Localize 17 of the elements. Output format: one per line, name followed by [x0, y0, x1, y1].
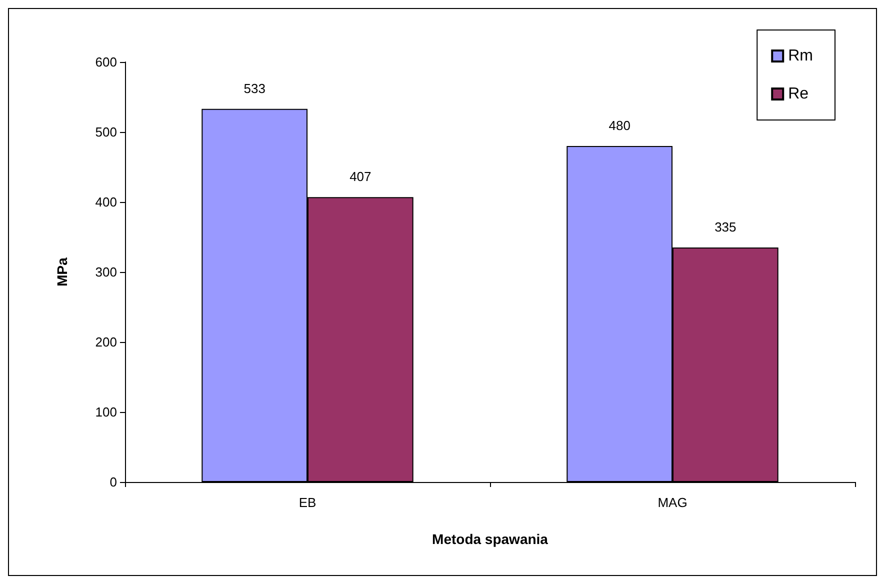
y-tick-label: 300 [95, 264, 117, 280]
x-tick-label: MAG [658, 495, 688, 510]
y-tick-label: 500 [95, 124, 117, 140]
y-tick-label: 100 [95, 404, 117, 420]
y-axis-title: MPa [54, 257, 70, 286]
data-label: 480 [608, 118, 630, 133]
y-tick-label: 400 [95, 194, 117, 210]
y-tick-label: 600 [95, 54, 117, 70]
x-tick-label: EB [298, 495, 316, 510]
x-axis-title: Metoda spawania [432, 531, 548, 547]
y-tick-label: 0 [110, 474, 117, 490]
data-label: 407 [350, 169, 372, 184]
y-tick-label: 200 [95, 334, 117, 350]
data-label: 335 [714, 220, 736, 234]
legend-label: Re [788, 86, 809, 102]
legend-label: Rm [788, 48, 814, 64]
data-label: 533 [244, 80, 266, 96]
